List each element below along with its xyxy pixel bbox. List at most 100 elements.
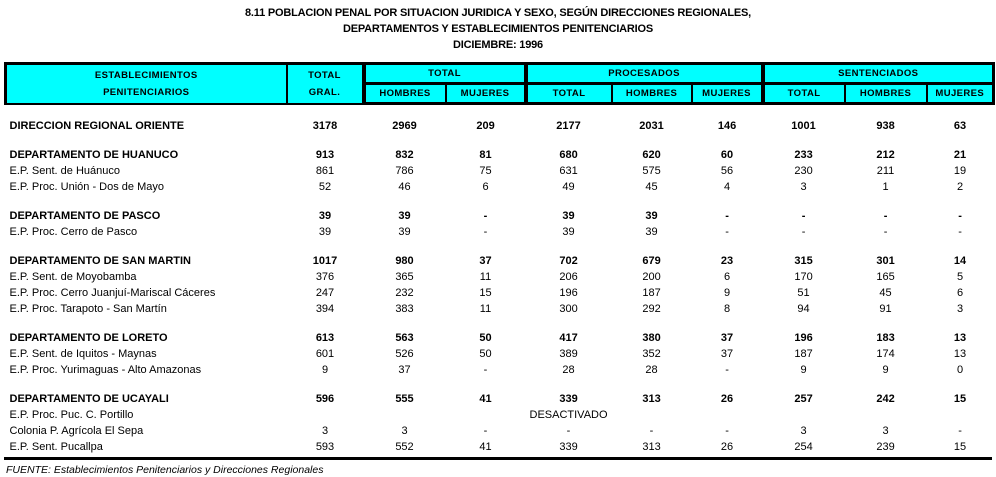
value-cell: 389 [559,348,578,360]
value-cell: 702 [559,255,578,267]
row-label: DEPARTAMENTO DE LORETO [9,332,168,344]
value-cell: 620 [642,149,661,161]
value-cell: 679 [642,255,661,267]
row-label: DIRECCION REGIONAL ORIENTE [9,120,185,132]
value-cell: 2031 [639,120,664,132]
title-line-1: 8.11 POBLACION PENAL POR SITUACION JURID… [245,7,751,19]
spacer-cell [6,378,994,391]
value-cell: 3 [800,181,807,193]
value-cell: 209 [476,120,495,132]
penal-population-table: ESTABLECIMIENTOS PENITENCIARIOS TOTAL GR… [4,62,996,455]
table-row: E.P. Sent. de Huánuco 861 786 75 631 575 56 230… [6,163,994,179]
value-cell: 913 [315,149,335,161]
value-cell: 563 [395,332,414,344]
table-row: E.P. Sent. de Iquitos - Maynas 601 526 50 38… [6,346,994,362]
value-cell: 51 [797,287,810,299]
value-cell: - [801,210,806,222]
table-row: DEPARTAMENTO DE LORETO 613 563 50 417 380 37 19… [6,330,994,346]
value-cell: - [649,425,654,437]
table-row: DEPARTAMENTO DE UCAYALI 596 555 41 339 313 26 2… [6,391,994,407]
value-cell: 3 [321,425,329,437]
value-cell: - [566,425,571,437]
table-row: E.P. Sent. Pucallpa 593 552 41 339 313 26 254 23… [6,439,994,455]
value-cell: 46 [398,181,411,193]
value-cell: - [883,226,888,238]
spacer-cell [6,104,994,119]
value-cell: 365 [395,271,414,283]
value-cell: 232 [395,287,414,299]
value-cell: 6 [482,181,489,193]
value-cell: - [725,425,729,437]
row-label: DEPARTAMENTO DE PASCO [9,210,161,222]
value-cell: 593 [315,441,335,453]
value-cell: 786 [395,165,414,177]
header-procesados-mujeres: MUJERES [690,82,764,105]
value-cell: - [483,226,488,238]
value-cell: 174 [876,348,895,360]
row-label: Colonia P. Agrícola El Sepa [9,425,144,437]
value-cell: 37 [720,348,734,360]
value-cell: 23 [720,255,734,267]
row-label: DEPARTAMENTO DE UCAYALI [9,393,169,405]
spacer-row [6,317,994,330]
row-label: E.P. Proc. Cerro Juanjuí-Mariscal Cácere… [9,287,216,299]
value-cell: 28 [645,364,658,376]
value-cell [446,407,526,423]
value-cell: - [483,210,488,222]
value-cell: 21 [953,149,967,161]
value-cell: 301 [876,255,895,267]
value-cell: 9 [800,364,807,376]
value-cell: 9 [882,364,889,376]
value-cell: 45 [645,181,658,193]
value-cell [612,407,692,423]
value-cell: - [483,364,488,376]
value-cell: - [725,364,729,376]
value-cell: 170 [794,271,813,283]
table-row: DIRECCION REGIONAL ORIENTE 3178 2969 209 217… [6,118,994,134]
value-cell: 313 [642,441,661,453]
table-row: Colonia P. Agrícola El Sepa 3 3 - - - - 3 3 - [6,423,994,439]
title-line-2: DEPARTAMENTOS Y ESTABLECIMIENTOS PENITEN… [342,23,654,35]
value-cell: 9 [321,364,329,376]
spacer-cell [6,195,994,208]
value-cell: 3 [882,425,889,437]
row-label: E.P. Sent. de Moyobamba [9,271,137,283]
value-cell: 15 [479,287,492,299]
value-cell: 376 [315,271,335,283]
value-cell [927,407,994,423]
value-cell: 39 [562,210,575,222]
header-total-mujeres: MUJERES [444,82,527,105]
spacer-cell [6,240,994,253]
value-cell: 980 [395,255,414,267]
title-block: 8.11 POBLACION PENAL POR SITUACION JURID… [0,0,996,53]
value-cell: - [958,210,962,222]
value-cell: 41 [479,393,492,405]
row-label: DEPARTAMENTO DE HUANUCO [9,149,179,161]
value-cell: 339 [559,441,578,453]
value-cell: 3178 [312,120,338,132]
value-cell: 39 [562,226,575,238]
value-cell: 0 [956,364,964,376]
row-label: E.P. Sent. de Iquitos - Maynas [9,348,157,360]
value-cell: 3 [401,425,408,437]
value-cell: 9 [723,287,731,299]
value-cell: 1001 [791,120,816,132]
header-sentenciados-total: TOTAL [760,82,846,105]
title-line-3: DICIEMBRE: 1996 [453,39,543,51]
value-cell: - [801,226,806,238]
value-cell: 601 [315,348,335,360]
source-note: FUENTE: Establecimientos Penitenciarios … [6,464,324,476]
value-cell: 861 [315,165,335,177]
value-cell: 2177 [556,120,581,132]
value-cell: 292 [642,303,661,315]
value-cell: 75 [479,165,492,177]
value-cell: 1 [882,181,889,193]
row-label: E.P. Sent. de Huánuco [9,165,121,177]
value-cell: - [725,210,729,222]
value-cell: 39 [645,226,658,238]
value-cell: 832 [395,149,414,161]
value-cell: 15 [953,441,967,453]
spacer-row [6,378,994,391]
value-cell: 52 [318,181,332,193]
value-cell: 14 [953,255,967,267]
